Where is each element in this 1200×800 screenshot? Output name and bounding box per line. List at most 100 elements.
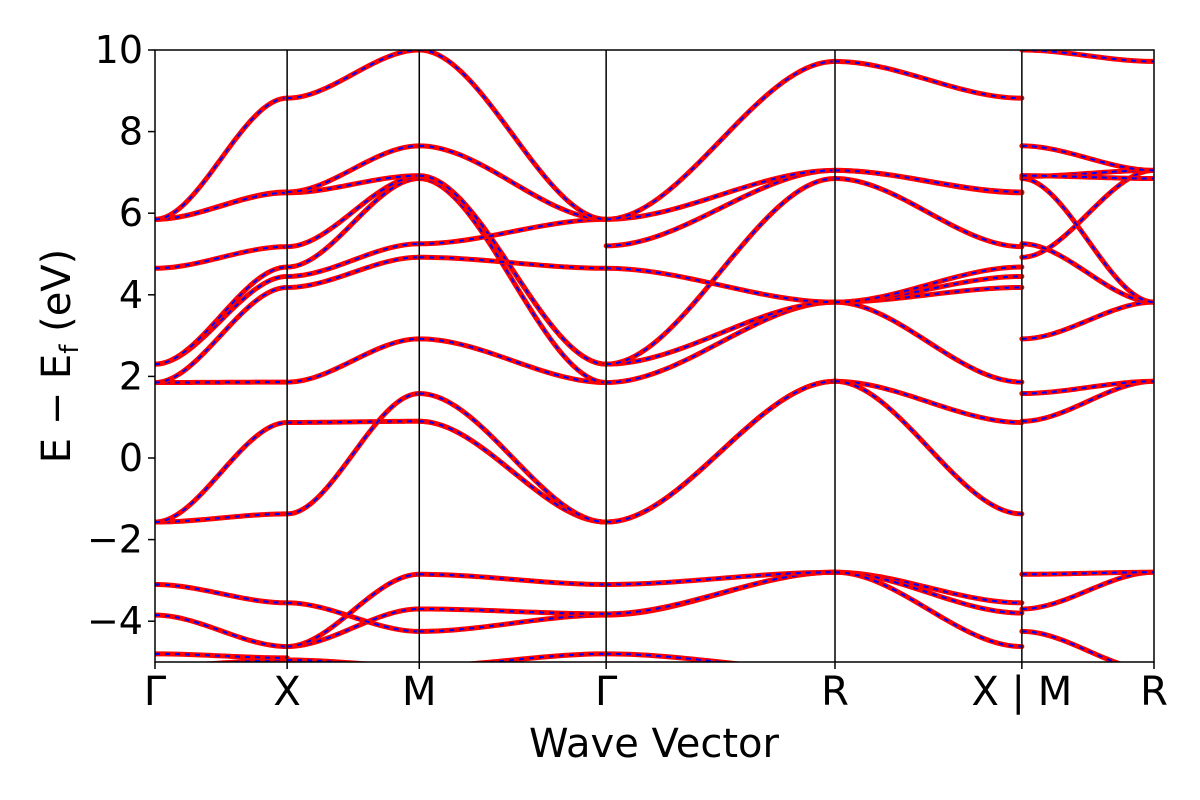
y-tick-label: 0 bbox=[119, 436, 143, 480]
band-line bbox=[1019, 569, 1154, 612]
band-line-dashed bbox=[834, 60, 1022, 100]
band-line-dashed bbox=[155, 266, 288, 366]
kpoint-label: R bbox=[821, 669, 849, 715]
y-tick-label: 2 bbox=[119, 354, 143, 398]
band-line-dashed bbox=[419, 607, 607, 615]
y-tick-label: 4 bbox=[119, 273, 143, 317]
band-line-dashed bbox=[419, 174, 607, 366]
y-axis-label-subscript: f bbox=[55, 344, 85, 354]
band-line-dashed bbox=[834, 380, 1022, 424]
band-line-dashed bbox=[606, 571, 836, 586]
band-line-dashed bbox=[155, 245, 288, 270]
band-line-dashed bbox=[1021, 169, 1154, 259]
band-line-dashed bbox=[155, 275, 288, 366]
y-tick-label: −2 bbox=[87, 518, 143, 562]
kpoint-label: R bbox=[1140, 669, 1168, 715]
band-line bbox=[155, 581, 290, 606]
x-axis-kpoint-labels: Γ X M Γ R X | M R bbox=[144, 662, 1168, 715]
band-line-dashed bbox=[480, 652, 607, 662]
bands-layer bbox=[155, 50, 1154, 662]
band-line-dashed bbox=[221, 658, 288, 662]
band-line-dashed bbox=[287, 177, 420, 269]
band-line bbox=[603, 167, 838, 222]
band-line-dashed bbox=[419, 614, 607, 633]
band-line-dashed bbox=[287, 175, 420, 248]
x-axis-label: Wave Vector bbox=[529, 721, 780, 767]
band-line-dashed bbox=[419, 144, 607, 221]
band-line-dashed bbox=[606, 380, 836, 524]
kpoint-label: X | M bbox=[971, 669, 1072, 715]
band-line-dashed bbox=[1021, 571, 1154, 610]
band-line-dashed bbox=[419, 256, 607, 270]
kpoint-label: M bbox=[402, 669, 437, 715]
band-line-dashed bbox=[419, 50, 607, 221]
band-line bbox=[416, 391, 609, 525]
band-line bbox=[284, 657, 376, 662]
band-line-dashed bbox=[606, 177, 836, 366]
y-tick-label: 8 bbox=[119, 110, 143, 154]
band-line-dashed bbox=[287, 392, 420, 515]
y-tick-label: 10 bbox=[95, 28, 143, 72]
band-line-dashed bbox=[834, 571, 1022, 648]
y-axis-label: E − Ef (eV) bbox=[34, 249, 85, 464]
band-line bbox=[416, 336, 609, 386]
band-line bbox=[603, 651, 745, 662]
band-line bbox=[155, 244, 290, 271]
band-line bbox=[416, 418, 609, 525]
band-line bbox=[1019, 143, 1154, 173]
band-line-dashed bbox=[606, 301, 836, 366]
band-line bbox=[155, 612, 290, 649]
band-line-dashed bbox=[155, 286, 288, 384]
band-line-dashed bbox=[419, 337, 607, 384]
y-tick-label: 6 bbox=[119, 191, 143, 235]
band-line-dashed bbox=[287, 573, 420, 648]
y-tick-label: −4 bbox=[87, 599, 143, 643]
band-line-dashed bbox=[155, 512, 288, 524]
kpoint-label: X bbox=[273, 669, 300, 715]
band-line bbox=[1019, 378, 1154, 397]
band-line-dashed bbox=[419, 573, 607, 586]
kpoint-divider-lines bbox=[286, 50, 1023, 662]
band-line bbox=[1019, 50, 1154, 64]
y-axis-label-main: E − E bbox=[34, 354, 80, 464]
band-line-dashed bbox=[1021, 571, 1154, 576]
band-line bbox=[832, 58, 1025, 101]
band-line-dashed bbox=[287, 50, 420, 100]
band-line-dashed bbox=[287, 601, 420, 633]
band-line-dashed bbox=[834, 177, 1022, 248]
band-line-dashed bbox=[1021, 174, 1154, 180]
band-line bbox=[1019, 299, 1154, 342]
y-axis-ticks: −4 −2 0 2 4 6 8 10 bbox=[87, 28, 155, 643]
band-line-dashed bbox=[287, 337, 420, 384]
band-line-dashed bbox=[287, 420, 420, 424]
band-line-dashed bbox=[606, 301, 836, 384]
band-line-dashed bbox=[1021, 630, 1118, 662]
band-line bbox=[1019, 628, 1123, 662]
band-line-dashed bbox=[155, 614, 288, 648]
kpoint-label: Γ bbox=[144, 669, 167, 715]
band-line-dashed bbox=[1021, 301, 1154, 340]
band-line-dashed bbox=[419, 392, 607, 524]
band-line-dashed bbox=[155, 97, 288, 221]
band-line-dashed bbox=[287, 144, 420, 193]
band-line-dashed bbox=[1021, 380, 1154, 423]
band-line-dashed bbox=[1021, 177, 1154, 304]
band-line-dashed bbox=[834, 169, 1022, 193]
band-line-dashed bbox=[155, 191, 288, 221]
kpoint-label: Γ bbox=[595, 669, 618, 715]
band-line-dashed bbox=[155, 652, 288, 659]
band-line bbox=[155, 190, 290, 222]
band-line-dashed bbox=[287, 256, 420, 289]
band-line-dashed bbox=[1021, 242, 1154, 304]
band-line-dashed bbox=[606, 267, 836, 304]
band-line-dashed bbox=[834, 266, 1022, 304]
band-line-dashed bbox=[287, 658, 353, 662]
band-line-dashed bbox=[287, 242, 420, 278]
band-line-dashed bbox=[155, 421, 288, 524]
band-line-dashed bbox=[606, 60, 836, 221]
band-line-dashed bbox=[1021, 380, 1154, 395]
band-line-dashed bbox=[1021, 144, 1154, 172]
plot-frame bbox=[154, 49, 1155, 663]
band-line bbox=[603, 378, 838, 525]
